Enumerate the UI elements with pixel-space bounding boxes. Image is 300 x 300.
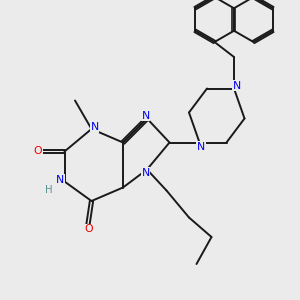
Text: N: N bbox=[141, 110, 150, 121]
Text: H: H bbox=[45, 185, 53, 195]
Text: N: N bbox=[56, 175, 64, 185]
Text: N: N bbox=[90, 122, 99, 133]
Text: O: O bbox=[33, 146, 42, 157]
Text: N: N bbox=[197, 142, 205, 152]
Text: N: N bbox=[141, 167, 150, 178]
Text: N: N bbox=[233, 80, 241, 91]
Text: O: O bbox=[84, 224, 93, 235]
